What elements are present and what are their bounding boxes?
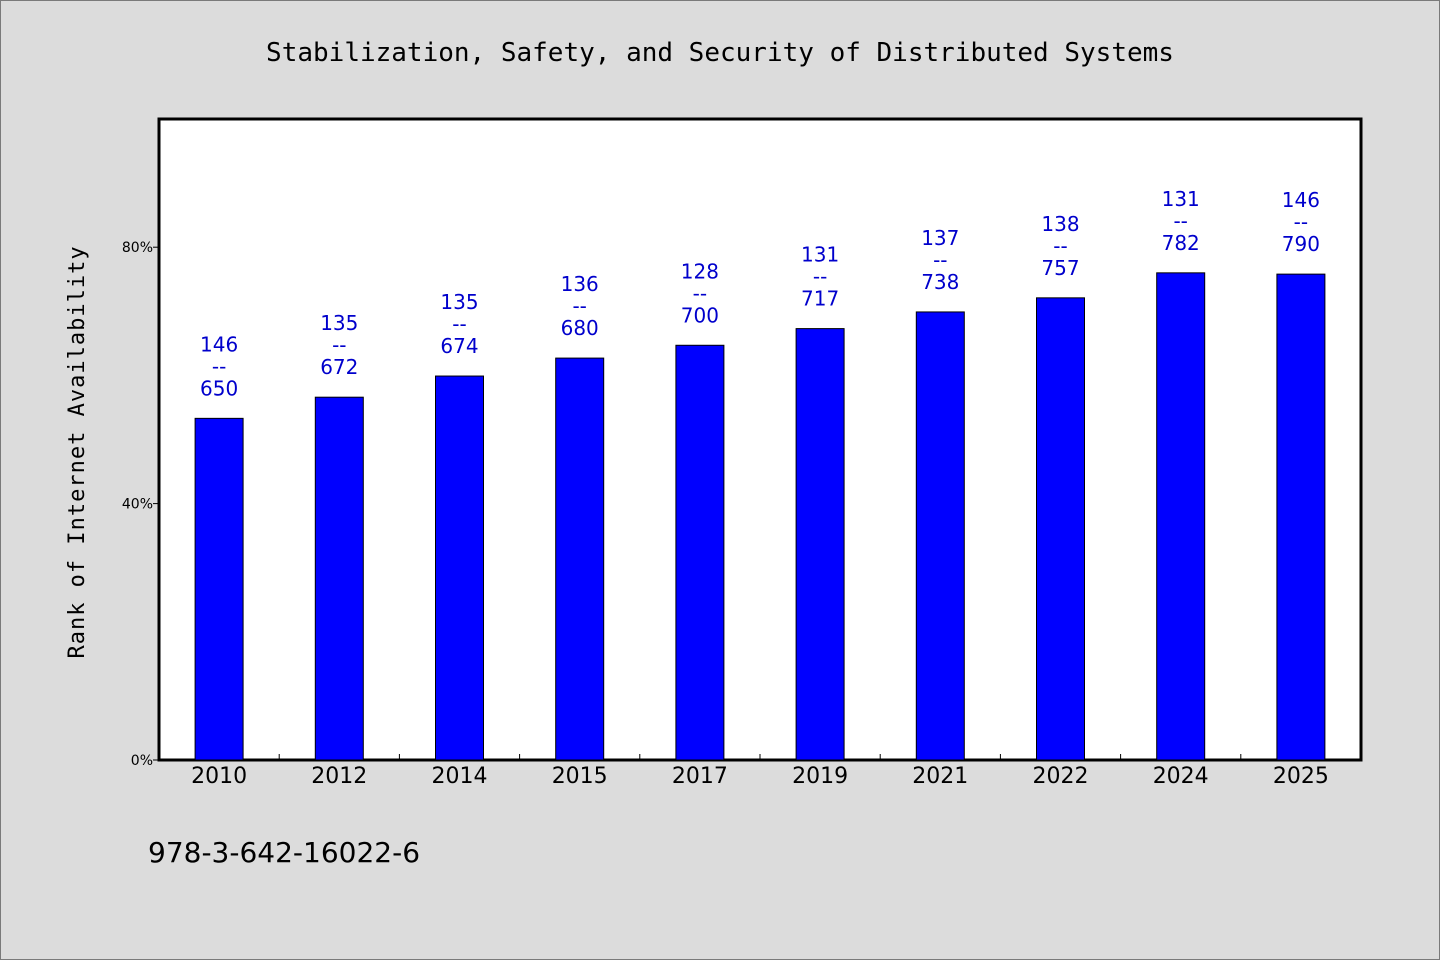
data-label: 146 bbox=[1282, 188, 1320, 212]
data-label: 131 bbox=[801, 243, 839, 267]
data-label: 137 bbox=[921, 226, 959, 250]
data-labels: 146--650135--672135--674136--680128--700… bbox=[200, 187, 1320, 401]
bar bbox=[194, 417, 244, 761]
data-label: -- bbox=[1294, 210, 1308, 234]
data-label: -- bbox=[1173, 209, 1187, 233]
y-axis: 0% 40% 80% bbox=[122, 240, 159, 769]
x-tick-label: 2014 bbox=[432, 764, 488, 789]
data-label: -- bbox=[1053, 234, 1067, 258]
y-tick-label: 0% bbox=[131, 753, 153, 769]
data-label: 650 bbox=[200, 376, 238, 400]
x-tick-label: 2012 bbox=[311, 764, 367, 789]
bars bbox=[194, 272, 1326, 761]
bar bbox=[1276, 273, 1326, 761]
x-tick-label: 2017 bbox=[672, 764, 728, 789]
data-label: 672 bbox=[320, 355, 358, 379]
data-label: -- bbox=[572, 294, 586, 318]
x-tick-label: 2022 bbox=[1033, 764, 1089, 789]
footnote-isbn: 978-3-642-16022-6 bbox=[148, 836, 420, 869]
data-label: 128 bbox=[681, 259, 719, 283]
data-label: 674 bbox=[440, 334, 478, 358]
x-tick-label: 2015 bbox=[552, 764, 608, 789]
bar bbox=[1036, 297, 1085, 761]
bar bbox=[555, 357, 605, 761]
x-tick-label: 2019 bbox=[792, 764, 848, 789]
data-label: 700 bbox=[681, 303, 719, 327]
data-label: 790 bbox=[1282, 232, 1320, 256]
bar bbox=[1156, 272, 1206, 761]
data-label: 717 bbox=[801, 287, 839, 311]
y-axis-label: Rank of Internet Availability bbox=[65, 245, 90, 658]
data-label: 757 bbox=[1041, 256, 1079, 280]
data-label: 136 bbox=[561, 272, 599, 296]
x-tick-label: 2025 bbox=[1273, 764, 1329, 789]
bar bbox=[915, 311, 965, 761]
bar bbox=[314, 396, 364, 761]
data-label: 146 bbox=[200, 332, 238, 356]
data-label: -- bbox=[933, 248, 947, 272]
y-tick-label: 40% bbox=[122, 497, 153, 513]
x-tick-label: 2024 bbox=[1153, 764, 1209, 789]
bar bbox=[795, 328, 845, 761]
data-label: -- bbox=[332, 333, 346, 357]
data-label: 680 bbox=[561, 316, 599, 340]
data-label: -- bbox=[813, 265, 827, 289]
data-label: -- bbox=[693, 281, 707, 305]
x-tick-label: 2021 bbox=[912, 764, 968, 789]
data-label: 131 bbox=[1162, 187, 1200, 211]
data-label: 138 bbox=[1041, 212, 1079, 236]
data-label: 135 bbox=[320, 311, 358, 335]
data-label: 738 bbox=[921, 270, 959, 294]
x-axis: 2010 2012 2014 2015 2017 2019 2021 2022 2024 2025 bbox=[191, 754, 1329, 789]
bar bbox=[675, 344, 725, 761]
y-tick-label: 80% bbox=[122, 240, 153, 256]
data-label: -- bbox=[212, 354, 226, 378]
bar bbox=[435, 375, 484, 761]
x-tick-label: 2010 bbox=[191, 764, 247, 789]
data-label: -- bbox=[452, 312, 466, 336]
chart-title: Stabilization, Safety, and Security of D… bbox=[266, 38, 1174, 68]
data-label: 135 bbox=[440, 290, 478, 314]
data-label: 782 bbox=[1162, 231, 1200, 255]
